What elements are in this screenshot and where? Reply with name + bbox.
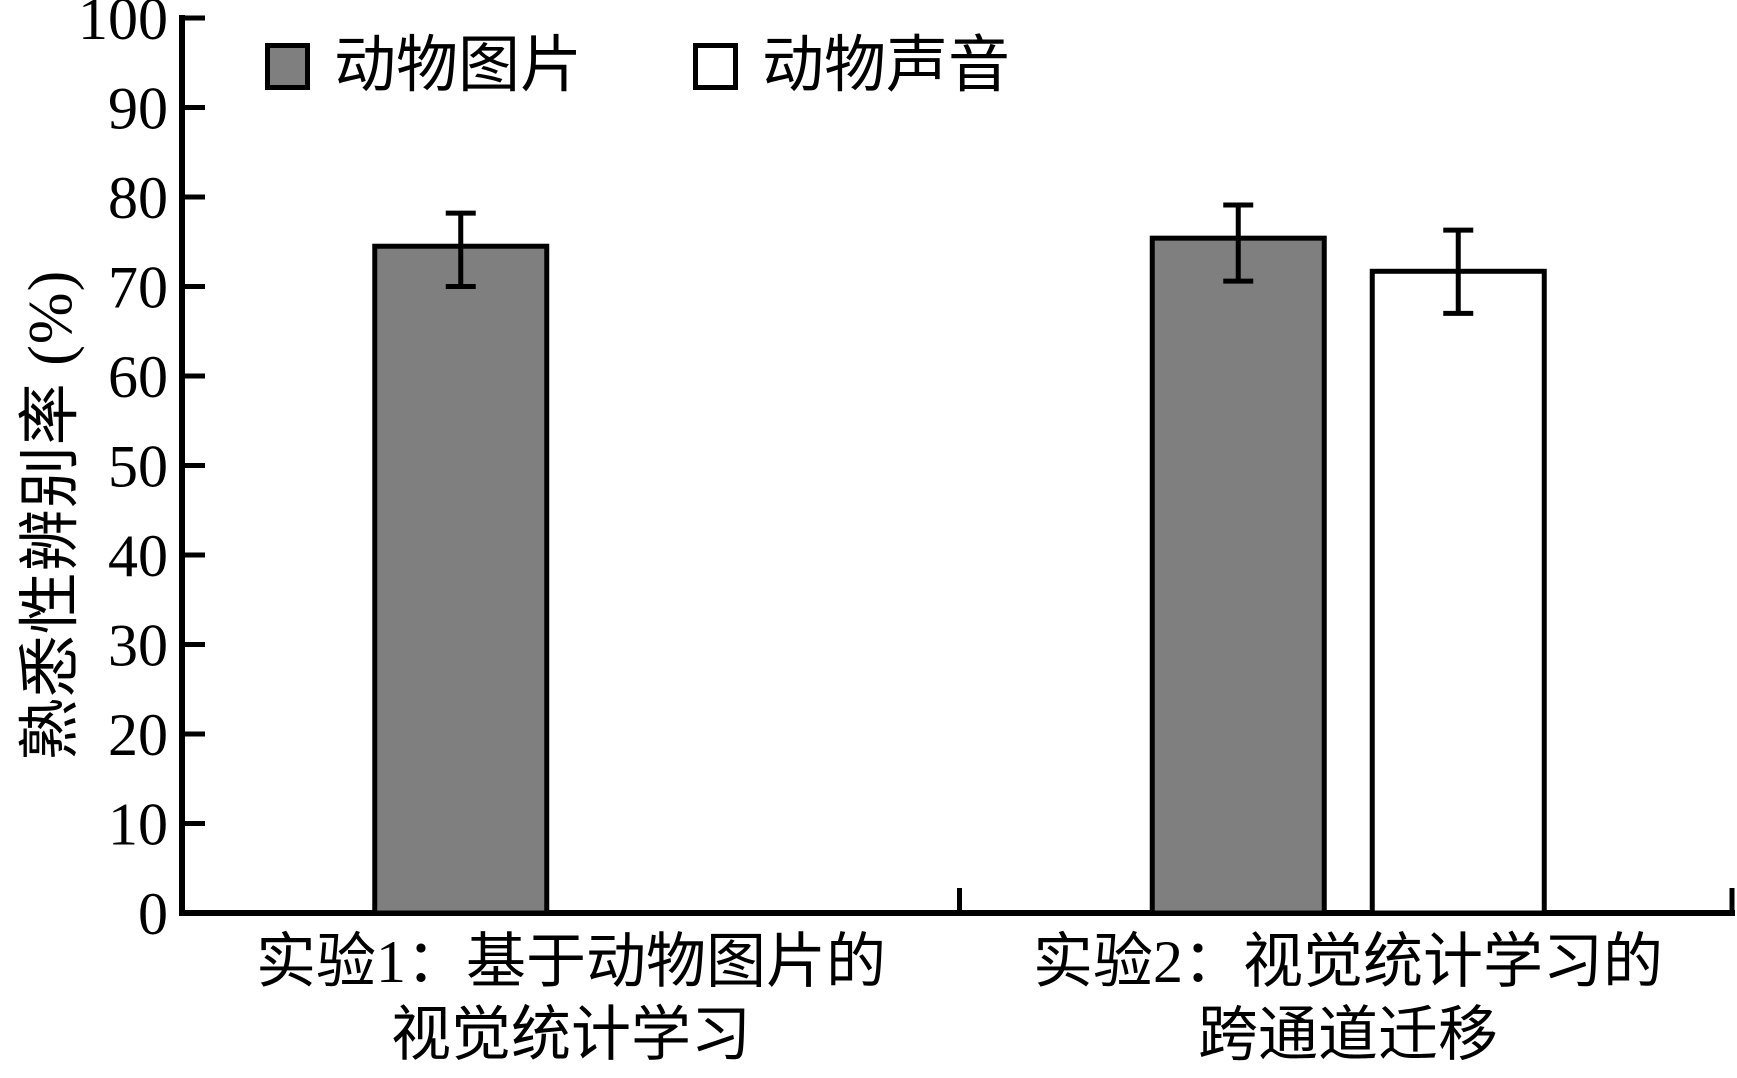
y-tick-label-80: 80 (108, 165, 168, 231)
bar-exp2-animal-sounds (1369, 268, 1547, 916)
x-category-label-exp2-line1: 实验2：视觉统计学习的 (1033, 929, 1663, 995)
bar-exp1-animal-pictures (372, 243, 550, 916)
y-tick-label-30: 30 (108, 613, 168, 679)
legend-item-animal-sounds: 动物声音 (693, 30, 1010, 102)
y-tick-label-10: 10 (108, 792, 168, 858)
x-category-label-exp1-line1: 实验1：基于动物图片的 (256, 929, 886, 995)
y-tick-label-20: 20 (108, 702, 168, 768)
x-category-label-exp2: 实验2：视觉统计学习的 跨通道迁移 (959, 926, 1737, 1072)
y-tick-label-70: 70 (108, 255, 168, 321)
legend-item-animal-pictures: 动物图片 (265, 30, 582, 102)
y-tick-label-40: 40 (108, 523, 168, 589)
y-tick-label-50: 50 (108, 434, 168, 500)
legend-swatch-animal-pictures (265, 42, 310, 90)
x-category-label-exp1-line2: 视觉统计学习 (391, 1002, 751, 1068)
legend-label-animal-sounds: 动物声音 (762, 32, 1011, 100)
x-category-label-exp2-line2: 跨通道迁移 (1198, 1002, 1498, 1068)
bar-exp2-animal-pictures (1149, 235, 1327, 916)
x-category-label-exp1: 实验1：基于动物图片的 视觉统计学习 (182, 926, 960, 1072)
y-tick-label-90: 90 (108, 76, 168, 142)
y-tick-label-60: 60 (108, 344, 168, 410)
legend-swatch-animal-sounds (693, 42, 738, 90)
legend-label-animal-pictures: 动物图片 (334, 32, 583, 100)
y-tick-label-0: 0 (138, 881, 168, 947)
y-tick-label-100: 100 (78, 0, 168, 52)
